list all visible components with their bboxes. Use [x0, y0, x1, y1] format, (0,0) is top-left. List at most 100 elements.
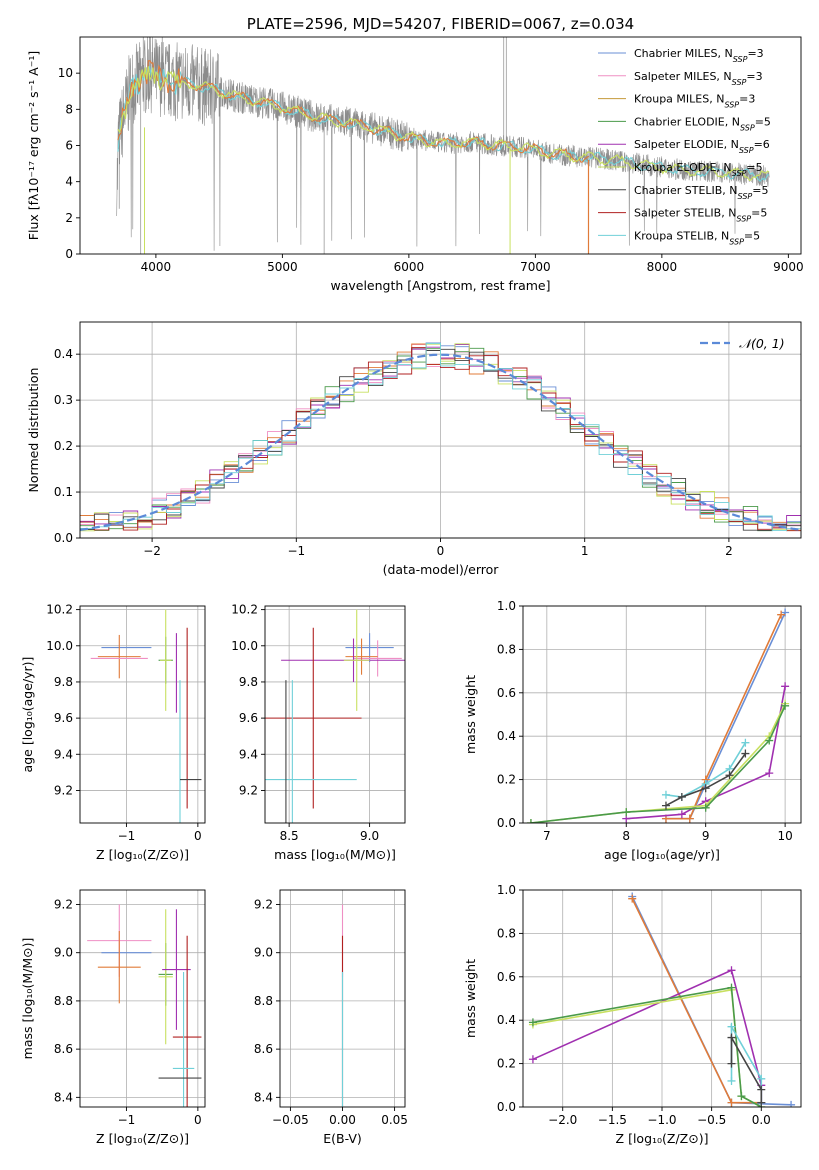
plot-area — [265, 609, 405, 823]
x-axis-label: age [log₁₀(age/yr)] — [604, 847, 720, 862]
y-tick-label: 9.8 — [239, 675, 258, 689]
x-axis-label: E(B-V) — [323, 1131, 362, 1146]
series-marker — [757, 1074, 766, 1083]
y-axis-label: mass [log₁₀(M/M⊙)] — [20, 938, 35, 1060]
legend-label: Kroupa ELODIE, NSSP=5 — [634, 161, 763, 178]
x-tick-label: 9000 — [773, 260, 804, 274]
series-marker — [677, 792, 686, 801]
panel-age_vs_mass: 8.5 9.0 9.2 9.4 9.6 9.8 10.0 10.2 mass [log₁₀(M/… — [231, 603, 406, 862]
y-tick-label: 9.0 — [254, 946, 273, 960]
panel-weight_vs_Z: −2.0 −1.5 −1.0 −0.5 0.0 0.0 0.2 0.4 0.6 0.8 1.0 Z [… — [463, 883, 802, 1146]
panel-mass_vs_Z: −1 0 8.4 8.6 8.8 9.0 9.2 Z [log₁₀(Z/Z⊙)] mass [l… — [20, 889, 206, 1146]
series-line — [530, 705, 786, 823]
series-line — [631, 898, 762, 1104]
axes-frame — [279, 889, 406, 1108]
series-line — [532, 986, 762, 1107]
y-tick-label: 9.2 — [254, 897, 273, 911]
x-axis-label: mass [log₁₀(M/M⊙)] — [274, 847, 396, 862]
x-tick-label: 1 — [581, 544, 589, 558]
plot-area — [90, 609, 202, 823]
y-tick-label: 0.4 — [497, 1013, 516, 1027]
y-tick-label: 8.4 — [54, 1090, 73, 1104]
y-tick-label: 8.6 — [54, 1042, 73, 1056]
series-marker — [727, 1098, 736, 1107]
chart-title: PLATE=2596, MJD=54207, FIBERID=0067, z=0… — [247, 15, 634, 33]
y-axis-label: Normed distribution — [26, 368, 41, 493]
legend-label: Salpeter STELIB, NSSP=5 — [634, 207, 767, 224]
y-tick-label: 9.2 — [54, 783, 73, 797]
y-tick-label: 10.2 — [231, 603, 258, 617]
y-tick-label: 0.2 — [497, 773, 516, 787]
series-marker — [727, 1076, 736, 1085]
x-tick-label: −1.5 — [598, 1113, 627, 1127]
series-marker — [685, 814, 694, 823]
y-tick-label: 0 — [65, 247, 73, 261]
x-tick-label: 0.0 — [752, 1113, 771, 1127]
panel-age_vs_Z: −1 0 9.2 9.4 9.6 9.8 10.0 10.2 Z [log₁₀(Z/Z⊙)] ag… — [20, 603, 206, 862]
x-tick-label: −0.05 — [272, 1113, 309, 1127]
y-tick-label: 0.0 — [497, 1100, 516, 1114]
plot-area — [528, 892, 796, 1107]
x-axis-label: Z [log₁₀(Z/Z⊙)] — [616, 1131, 709, 1146]
series-marker — [528, 1018, 537, 1027]
y-tick-label: 9.4 — [54, 747, 73, 761]
x-tick-label: 7 — [543, 829, 551, 843]
x-tick-label: −0.5 — [697, 1113, 726, 1127]
y-tick-label: 0.6 — [497, 970, 516, 984]
series-marker — [622, 808, 631, 817]
x-tick-label: 0 — [437, 544, 445, 558]
y-tick-label: 0.3 — [54, 393, 73, 407]
series-marker — [765, 769, 774, 778]
axes-frame — [79, 321, 802, 539]
x-tick-label: 4000 — [141, 260, 172, 274]
y-tick-label: 8 — [65, 102, 73, 116]
x-tick-label: 8.5 — [280, 829, 299, 843]
series-marker — [737, 1092, 746, 1101]
series-marker — [727, 1033, 736, 1042]
series-marker — [628, 894, 637, 903]
y-tick-label: 8.6 — [254, 1042, 273, 1056]
y-axis-label: age [log₁₀(age/yr)] — [20, 657, 35, 773]
legend-label: Chabrier ELODIE, NSSP=5 — [634, 115, 771, 131]
panel-mass_vs_EBV: −0.05 0.00 0.05 8.4 8.6 8.8 9.0 9.2 E(B-V) — [254, 889, 408, 1146]
series-marker — [757, 1098, 766, 1107]
legend-label: Salpeter ELODIE, NSSP=6 — [634, 138, 770, 155]
series-marker — [727, 983, 736, 992]
x-tick-label: 6000 — [394, 260, 425, 274]
y-axis-label: Flux [fλ10⁻¹⁷ erg cm⁻² s⁻¹ A⁻¹] — [26, 51, 41, 240]
series-marker — [701, 803, 710, 812]
x-axis-label: wavelength [Angstrom, rest frame] — [330, 278, 550, 293]
y-tick-label: 8.8 — [54, 994, 73, 1008]
plot-area — [526, 608, 790, 823]
series-marker — [661, 790, 670, 799]
x-tick-label: −1 — [287, 544, 305, 558]
y-tick-label: 4 — [65, 175, 73, 189]
series-marker — [727, 1022, 736, 1031]
legend-label: Kroupa STELIB, NSSP=5 — [634, 229, 760, 246]
series-marker — [701, 784, 710, 793]
y-tick-label: 0.2 — [54, 439, 73, 453]
x-tick-label: 7000 — [520, 260, 551, 274]
x-axis-label: (data-model)/error — [383, 562, 500, 577]
axes-frame — [522, 605, 802, 824]
y-tick-label: 0.4 — [54, 347, 73, 361]
y-tick-label: 6 — [65, 139, 73, 153]
series-marker — [765, 736, 774, 745]
series-marker — [526, 819, 535, 823]
series-marker — [727, 966, 736, 975]
series-marker — [757, 1085, 766, 1094]
y-tick-label: 10.0 — [231, 639, 258, 653]
series-marker — [677, 810, 686, 819]
y-tick-label: 0.4 — [497, 729, 516, 743]
x-tick-label: 0 — [194, 1113, 202, 1127]
x-tick-label: −2 — [143, 544, 161, 558]
axes-frame — [264, 605, 406, 824]
y-tick-label: 9.8 — [54, 675, 73, 689]
y-tick-label: 10.0 — [46, 639, 73, 653]
y-tick-label: 2 — [65, 211, 73, 225]
y-tick-label: 10.2 — [46, 603, 73, 617]
series-marker — [727, 1059, 736, 1068]
legend-label: 𝒩(0, 1) — [739, 336, 785, 351]
x-tick-label: 9.0 — [360, 829, 379, 843]
y-tick-label: 0.0 — [54, 531, 73, 545]
